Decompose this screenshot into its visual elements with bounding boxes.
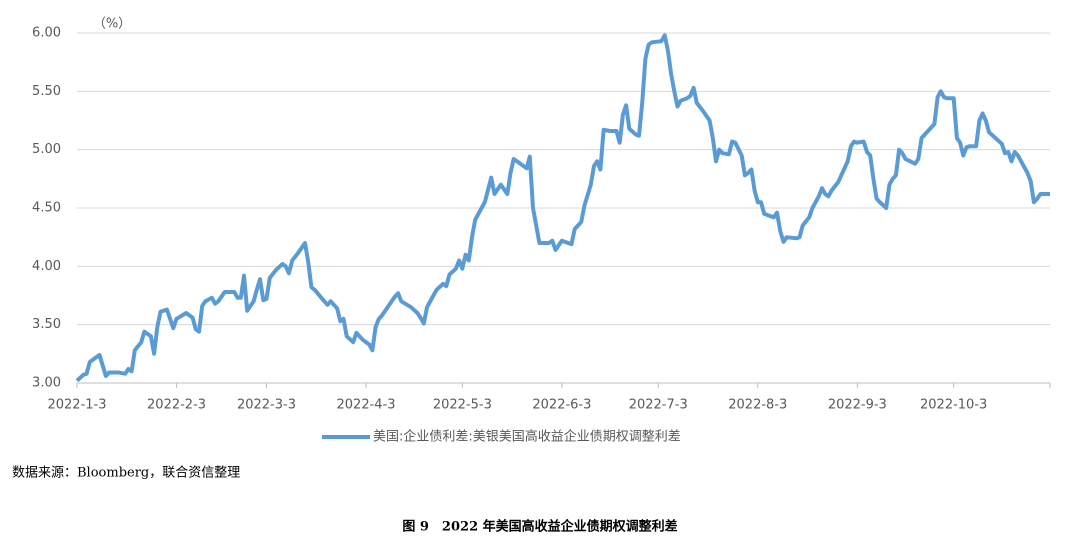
- x-tick-label: 2022-7-3: [629, 398, 688, 413]
- y-tick-label: 3.50: [32, 317, 61, 332]
- x-tick-label: 2022-5-3: [433, 398, 492, 413]
- y-tick-label: 6.00: [32, 26, 61, 41]
- y-tick-label: 4.00: [32, 259, 61, 274]
- x-tick-label: 2022-2-3: [147, 398, 206, 413]
- y-tick-label: 4.50: [32, 201, 61, 216]
- y-tick-label: 5.50: [32, 84, 61, 99]
- x-tick-label: 2022-8-3: [728, 398, 787, 413]
- source-note: 数据来源：Bloomberg，联合资信整理: [12, 466, 240, 481]
- series-line: [75, 33, 1050, 383]
- legend-label: 美国:企业债利差:美银美国高收益企业债期权调整利差: [373, 429, 681, 445]
- unit-label: （%）: [93, 17, 131, 32]
- y-tick-label: 3.00: [32, 376, 61, 391]
- x-tick-label: 2022-3-3: [237, 398, 296, 413]
- x-tick-label: 2022-4-3: [337, 398, 396, 413]
- x-tick-label: 2022-6-3: [532, 398, 591, 413]
- x-tick-label: 2022-1-3: [47, 398, 106, 413]
- x-tick-label: 2022-10-3: [920, 398, 987, 413]
- y-tick-label: 5.00: [32, 142, 61, 157]
- x-tick-label: 2022-9-3: [828, 398, 887, 413]
- caption: 图 9 2022 年美国高收益企业债期权调整利差: [402, 519, 677, 535]
